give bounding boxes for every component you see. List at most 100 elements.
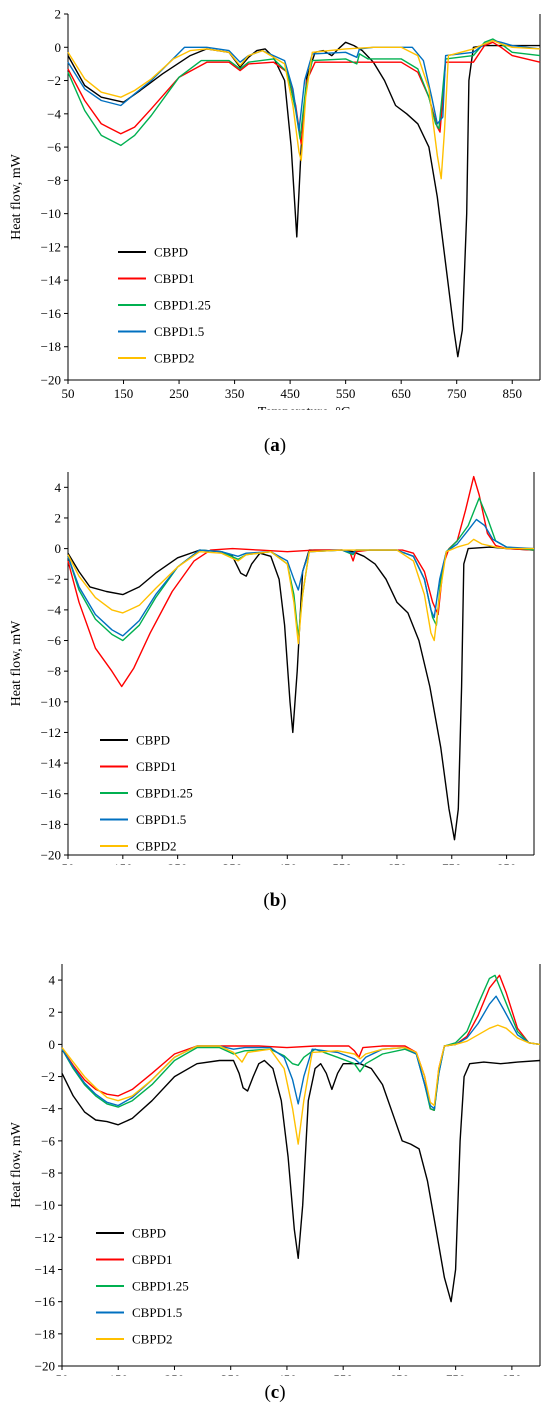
y-tick-label: −8 [47, 173, 61, 188]
series-line-CBPD1-25 [61, 974, 541, 1111]
y-tick-label: −16 [41, 786, 62, 801]
x-tick-label: 150 [108, 1372, 128, 1376]
series-line-CBPD1-25 [67, 38, 541, 147]
y-tick-label: −2 [47, 572, 61, 587]
panel-label-a: a [270, 435, 280, 456]
x-tick-label: 50 [62, 861, 75, 865]
figure-panel-a: 2 0 −2 −4 −6 −8 −10 −12 −14 −16 −18 −20 50 150 250 350 4… [0, 0, 550, 460]
x-tick-label: 550 [332, 861, 352, 865]
x-tick-label: 150 [114, 386, 134, 401]
panel-label-c: c [270, 1382, 280, 1403]
y-tick-label: −16 [41, 306, 62, 321]
y-tick-label: −6 [41, 1133, 55, 1148]
x-tick-label: 250 [168, 861, 188, 865]
y-tick-label: −12 [35, 1230, 55, 1245]
x-tick-label: 750 [442, 861, 462, 865]
legend-label: CBPD1.5 [154, 324, 204, 339]
y-tick-label: −2 [47, 73, 61, 88]
series-line-CBPD2 [67, 538, 534, 645]
panel-caption-a: (a) [263, 435, 287, 456]
series-line-CBPD1 [67, 475, 535, 688]
series-line-CBPD1 [61, 974, 541, 1111]
x-tick-label: 650 [387, 861, 407, 865]
y-tick-label: 2 [55, 7, 62, 22]
legend-label: CBPD1.5 [132, 1305, 182, 1320]
x-tick-label: 350 [223, 861, 243, 865]
legend-label: CBPD2 [132, 1332, 172, 1347]
legend-label: CBPD1.5 [136, 812, 186, 827]
y-tick-label: −14 [35, 1262, 56, 1277]
y-axis-label: Heat flow, mW [9, 1121, 24, 1208]
legend-label: CBPD [154, 245, 188, 260]
panel-label-b: b [269, 890, 281, 911]
y-tick-label: −4 [47, 106, 61, 121]
legend-label: CBPD1 [136, 759, 176, 774]
y-tick-label: −18 [35, 1326, 55, 1341]
legend-label: CBPD [132, 1226, 166, 1241]
x-tick-label: 250 [165, 1372, 185, 1376]
y-tick-label: −18 [41, 817, 61, 832]
y-tick-label: −6 [47, 633, 61, 648]
y-tick-label: 2 [49, 1005, 56, 1020]
x-tick-label: 750 [447, 386, 467, 401]
y-tick-label: −18 [41, 339, 61, 354]
y-tick-label: 0 [55, 40, 62, 55]
y-tick-label: 4 [49, 973, 56, 988]
x-tick-label: 650 [391, 386, 411, 401]
y-tick-label: −20 [41, 848, 61, 863]
x-tick-label: 450 [277, 1372, 297, 1376]
series-line-CBPD2 [67, 39, 541, 180]
y-tick-label: 4 [55, 480, 62, 495]
x-tick-label: 750 [446, 1372, 466, 1376]
panel-caption-c: (c) [264, 1382, 286, 1403]
x-tick-label: 250 [169, 386, 189, 401]
legend-label: CBPD1 [154, 271, 194, 286]
x-axis-label: Temperature, °C [258, 405, 350, 410]
x-tick-label: 450 [280, 386, 300, 401]
y-tick-label: −2 [41, 1069, 55, 1084]
legend-label: CBPD2 [136, 839, 176, 854]
y-tick-label: −20 [35, 1359, 55, 1374]
x-tick-label: 50 [62, 386, 75, 401]
y-axis-label: Heat flow, mW [9, 153, 24, 240]
series-line-CBPD [61, 1059, 541, 1303]
panel-caption-b: (b) [263, 890, 287, 911]
x-tick-label: 550 [333, 1372, 353, 1376]
y-tick-label: −20 [41, 373, 61, 388]
x-tick-label: 650 [390, 1372, 410, 1376]
series-line-CBPD2 [61, 1024, 541, 1145]
y-tick-label: 0 [55, 541, 62, 556]
legend-label: CBPD [136, 733, 170, 748]
x-tick-label: 850 [497, 861, 517, 865]
legend-label: CBPD2 [154, 351, 194, 366]
y-tick-label: −16 [35, 1294, 56, 1309]
x-tick-label: 150 [113, 861, 133, 865]
legend-label: CBPD1.25 [132, 1279, 189, 1294]
x-tick-label: 50 [56, 1372, 69, 1376]
y-axis-label: Heat flow, mW [9, 620, 24, 707]
legend-label: CBPD1 [132, 1252, 172, 1267]
y-tick-label: −14 [41, 756, 62, 771]
x-tick-label: 350 [221, 1372, 241, 1376]
series-line-CBPD1-5 [61, 995, 541, 1110]
y-tick-label: −8 [47, 664, 61, 679]
y-tick-label: −6 [47, 140, 61, 155]
series-line-CBPD1 [67, 41, 541, 145]
x-tick-label: 550 [336, 386, 356, 401]
x-tick-label: 850 [502, 1372, 522, 1376]
x-tick-label: 450 [278, 861, 298, 865]
y-tick-label: −10 [35, 1198, 55, 1213]
legend-label: CBPD1.25 [154, 298, 211, 313]
legend-label: CBPD1.25 [136, 786, 193, 801]
y-tick-label: −10 [41, 694, 61, 709]
y-tick-label: −8 [41, 1166, 55, 1181]
y-tick-label: −12 [41, 239, 61, 254]
y-tick-label: −4 [47, 602, 61, 617]
y-tick-label: −10 [41, 206, 61, 221]
x-tick-label: 350 [225, 386, 245, 401]
